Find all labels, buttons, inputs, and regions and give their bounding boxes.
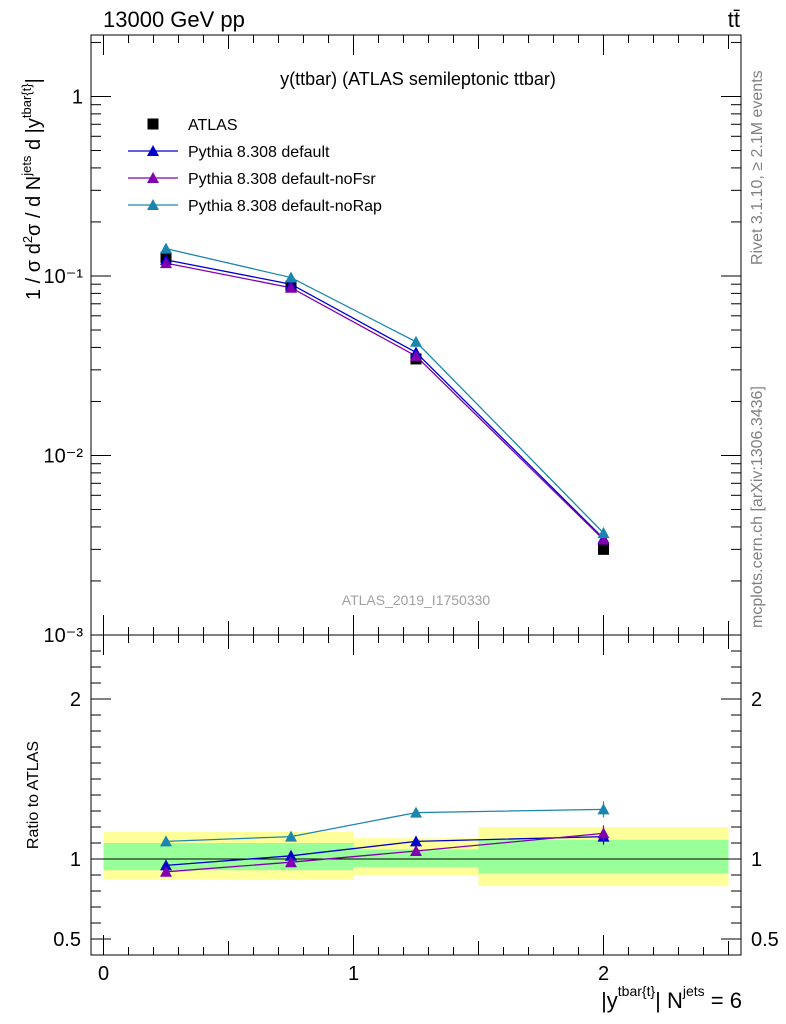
main-panel: 1 10⁻¹ 10⁻² 10⁻³ y(ttbar) (ATLAS semilepton… (19, 34, 742, 647)
ratio-data-point (597, 827, 610, 839)
x-axis-label: |ytbar{t}| Njets = 6 (601, 983, 742, 1013)
header-left: 13000 GeV pp (103, 7, 245, 32)
ratio-series-line (165, 808, 604, 843)
x-tick-label: 1 (348, 963, 359, 985)
uncertainty-band-green (103, 843, 354, 871)
ratio-y-tick-label-right: 1 (751, 849, 762, 871)
side-label-rivet: Rivet 3.1.10, ≥ 2.1M events (749, 70, 766, 265)
data-point-mc (597, 533, 610, 545)
ratio-data-point (410, 806, 422, 818)
legend-marker (147, 145, 159, 156)
series-line (165, 262, 604, 541)
side-label-mcplots: mcplots.cern.ch [arXiv:1306.3436] (749, 386, 766, 628)
ratio-series-line (165, 832, 604, 873)
legend-label: Pythia 8.308 default-noRap (188, 198, 382, 215)
ratio-data-point (285, 849, 297, 861)
legend: ATLAS Pythia 8.308 default Pythia 8.308 de… (128, 117, 382, 215)
ratio-data-point (285, 856, 297, 868)
header-right: tt̄ (728, 7, 740, 32)
main-y-tick-label: 1 (72, 86, 83, 108)
ratio-y-tick-label-right: 0.5 (751, 929, 779, 951)
ratio-y-tick-label: 0.5 (53, 929, 81, 951)
main-y-axis-label: 1 / σ d2σ / d Njets d |ytbar{t}| (19, 78, 45, 300)
ratio-y-tick-label: 1 (70, 849, 81, 871)
data-point-mc (160, 242, 172, 254)
ratio-panel: 2 2 1 1 0.5 0.5 0 1 2 Ratio to ATLAS |ytbar{t}| … (25, 634, 779, 1013)
uncertainty-band-green (478, 839, 729, 874)
ratio-data-point (597, 803, 610, 815)
ratio-data-point (285, 830, 297, 842)
series-line (165, 259, 604, 539)
data-point-mc (285, 271, 297, 283)
x-tick-label: 0 (98, 963, 109, 985)
data-point-mc (410, 350, 422, 362)
ratio-data-point (160, 865, 172, 877)
main-title: y(ttbar) (ATLAS semileptonic ttbar) (280, 69, 556, 89)
legend-label: ATLAS (188, 117, 238, 134)
main-watermark: ATLAS_2019_I1750330 (342, 592, 491, 608)
legend-marker (147, 118, 159, 130)
ratio-data-point (410, 835, 422, 847)
main-y-tick-label: 10⁻¹ (44, 266, 84, 288)
ratio-y-axis-label: Ratio to ATLAS (25, 741, 42, 849)
legend-label: Pythia 8.308 default-noFsr (188, 171, 376, 188)
ratio-series-line (165, 835, 604, 867)
data-point-mc (597, 527, 610, 539)
data-point-mc (285, 281, 297, 293)
x-tick-label: 2 (598, 963, 609, 985)
data-point-mc (410, 335, 422, 347)
ratio-data-point (410, 845, 422, 856)
main-y-tick-label: 10⁻² (44, 445, 84, 467)
ratio-frame (90, 634, 742, 956)
ratio-data-point (160, 835, 172, 847)
main-y-tick-label: 10⁻³ (44, 625, 84, 647)
ratio-y-tick-label: 2 (70, 689, 81, 711)
series-line (165, 248, 604, 534)
legend-label: Pythia 8.308 default (188, 144, 330, 161)
data-point-mc (160, 257, 172, 269)
data-point-atlas (598, 543, 609, 555)
legend-marker (147, 199, 159, 210)
legend-marker (147, 172, 159, 183)
ratio-data-point (160, 859, 172, 871)
ratio-y-tick-label-right: 2 (751, 689, 762, 711)
